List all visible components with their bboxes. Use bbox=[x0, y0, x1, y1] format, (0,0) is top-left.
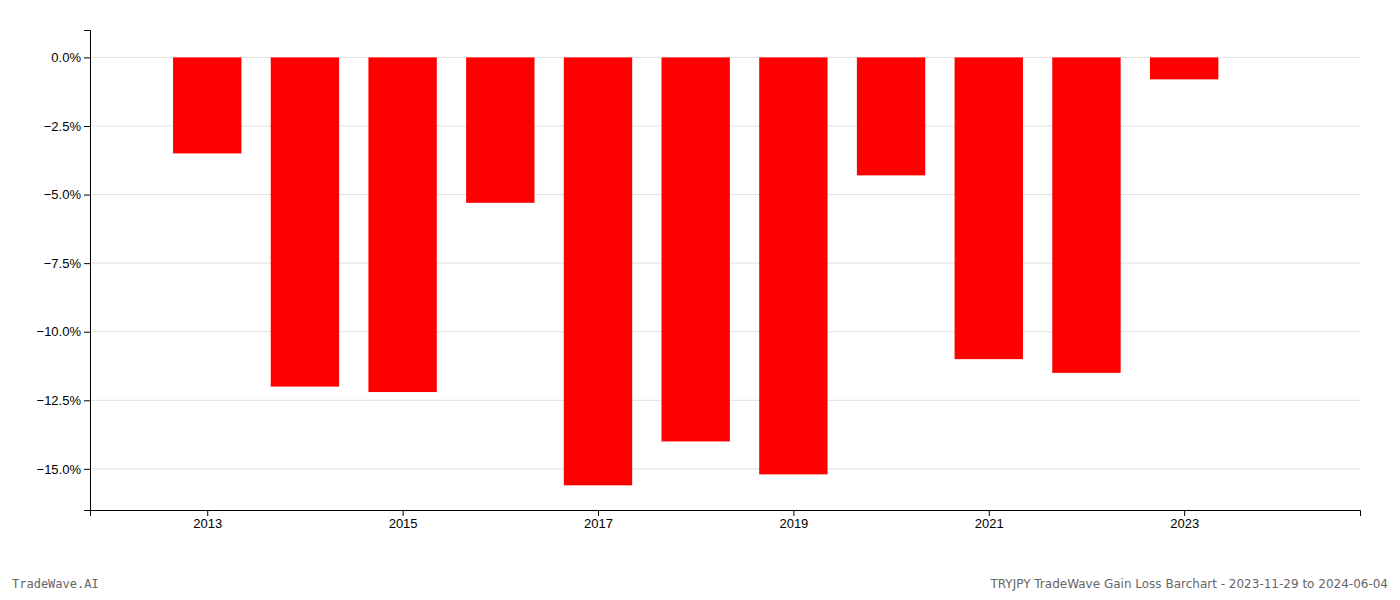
bar bbox=[1150, 57, 1218, 79]
y-tick-label: −2.5% bbox=[44, 119, 82, 134]
x-tick-label: 2013 bbox=[193, 516, 222, 531]
x-tick-label: 2019 bbox=[779, 516, 808, 531]
y-tick: −2.5% bbox=[44, 119, 90, 134]
y-tick-label: −7.5% bbox=[44, 256, 82, 271]
y-tick-label: −12.5% bbox=[37, 393, 82, 408]
y-tick-mark bbox=[84, 263, 90, 264]
y-tick-mark bbox=[84, 126, 90, 127]
bar bbox=[857, 57, 925, 175]
x-axis: 2013 2015 2017 2019 2021 2023 bbox=[91, 510, 1361, 531]
x-tick: 2019 bbox=[779, 510, 808, 531]
grid bbox=[90, 57, 1360, 468]
chart: 0.0% −2.5% −5.0% −7.5% −10.0% −12.5% −15.0% 201… bbox=[0, 0, 1400, 600]
x-tick-label: 2021 bbox=[975, 516, 1004, 531]
bar bbox=[1052, 57, 1120, 372]
y-tick: −7.5% bbox=[44, 256, 90, 271]
bar bbox=[368, 57, 436, 392]
x-tick-mark bbox=[207, 510, 208, 516]
y-tick-label: −15.0% bbox=[37, 462, 82, 477]
x-tick: 2013 bbox=[193, 510, 222, 531]
x-tick-mark bbox=[403, 510, 404, 516]
y-tick-mark bbox=[84, 469, 90, 470]
y-tick-mark bbox=[84, 400, 90, 401]
bar bbox=[466, 57, 534, 202]
bar bbox=[759, 57, 827, 474]
y-tick-label: −5.0% bbox=[44, 187, 82, 202]
x-tick-mark bbox=[598, 510, 599, 516]
y-axis-line bbox=[84, 31, 91, 511]
y-tick: −15.0% bbox=[37, 462, 90, 477]
y-tick-mark bbox=[84, 195, 90, 196]
y-tick: 0.0% bbox=[51, 50, 90, 65]
x-tick-mark bbox=[793, 510, 794, 516]
y-tick-mark bbox=[84, 332, 90, 333]
x-tick-mark bbox=[989, 510, 990, 516]
x-axis-line bbox=[91, 511, 1361, 517]
bar bbox=[662, 57, 730, 441]
x-tick-label: 2017 bbox=[584, 516, 613, 531]
y-tick: −12.5% bbox=[37, 393, 90, 408]
footer: TradeWave.AI bbox=[12, 577, 99, 591]
footer: TRYJPY TradeWave Gain Loss Barchart - 20… bbox=[989, 577, 1388, 591]
bar bbox=[271, 57, 339, 386]
y-tick: −5.0% bbox=[44, 187, 90, 202]
x-tick-label: 2015 bbox=[389, 516, 418, 531]
x-tick-label: 2023 bbox=[1170, 516, 1199, 531]
x-tick-mark bbox=[1184, 510, 1185, 516]
x-tick: 2023 bbox=[1170, 510, 1199, 531]
x-tick: 2015 bbox=[389, 510, 418, 531]
bar bbox=[955, 57, 1023, 359]
y-tick-label: 0.0% bbox=[51, 50, 81, 65]
bar bbox=[564, 57, 632, 485]
x-tick: 2021 bbox=[975, 510, 1004, 531]
y-tick-mark bbox=[84, 57, 90, 58]
x-tick: 2017 bbox=[584, 510, 613, 531]
bar bbox=[173, 57, 241, 153]
bars bbox=[173, 57, 1218, 485]
y-tick: −10.0% bbox=[37, 324, 90, 339]
grid-line bbox=[90, 468, 1360, 469]
y-tick-label: −10.0% bbox=[37, 324, 82, 339]
y-axis: 0.0% −2.5% −5.0% −7.5% −10.0% −12.5% −15.0% bbox=[37, 31, 91, 511]
plot: 0.0% −2.5% −5.0% −7.5% −10.0% −12.5% −15.0% 201… bbox=[37, 31, 1361, 532]
